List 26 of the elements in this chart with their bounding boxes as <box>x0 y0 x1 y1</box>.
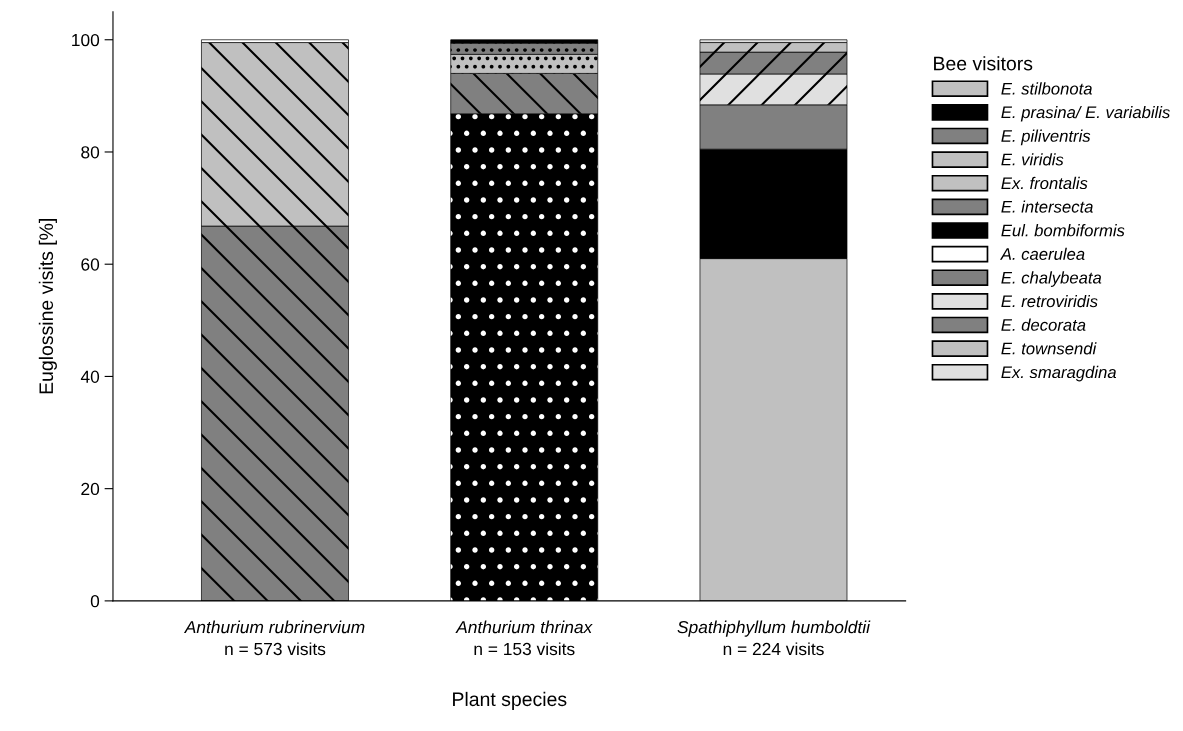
legend-label: Eul. bombiformis <box>1001 224 1125 237</box>
legend-label: Ex. smaragdina <box>1001 365 1117 382</box>
legend-label: E. prasina/ E. variabilis <box>1001 105 1170 122</box>
y-tick-label: 100 <box>72 33 100 47</box>
y-tick-label: 20 <box>81 482 100 496</box>
legend-label: Ex. frontalis <box>1001 176 1088 190</box>
legend-label: E. intersecta <box>1001 200 1093 213</box>
legend-label: A. caerulea <box>999 247 1085 260</box>
x-tick-label: Spathiphyllum humboldtii n = 224 visits <box>677 620 871 656</box>
y-tick-label: 0 <box>90 595 100 608</box>
bar <box>201 39 349 43</box>
legend-label: E. retroviridis <box>1001 294 1098 308</box>
x-tick-label: Anthurium rubrinervium n = 573 visits <box>183 620 365 656</box>
legend-label: E. piliventris <box>1001 129 1091 146</box>
legend-label: E. viridis <box>1001 153 1064 166</box>
y-tick-label: 80 <box>81 146 100 159</box>
x-axis-title: Plant species <box>453 691 567 710</box>
legend-label: E. townsendi <box>1001 342 1097 355</box>
y-axis-title: Euglossine visits [%] <box>38 219 57 394</box>
x-tick-label: Anthurium thrinax n = 153 visits <box>455 620 593 656</box>
legend-label: E. stilbonota <box>1001 82 1092 95</box>
legend-label: E. decorata <box>1001 318 1086 331</box>
legend-title: Bee visitors <box>934 56 1033 71</box>
y-tick-label: 60 <box>81 258 100 271</box>
legend-label: E. chalybeata <box>1001 271 1102 287</box>
y-tick-label: 40 <box>80 370 100 383</box>
